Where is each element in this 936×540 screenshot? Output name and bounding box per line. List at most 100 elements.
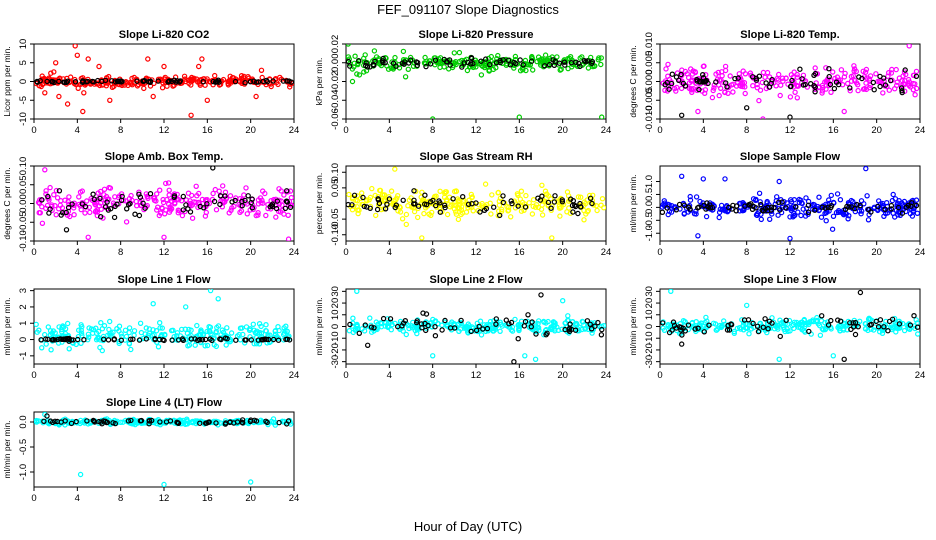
data-point: [35, 199, 42, 206]
panel-title: Slope Line 4 (LT) Flow: [106, 397, 222, 409]
data-point: [453, 61, 459, 68]
data-point: [414, 318, 420, 324]
data-point: [96, 63, 102, 70]
data-point: [665, 61, 671, 68]
data-point: [765, 326, 771, 332]
data-point: [178, 197, 185, 204]
data-point: [285, 236, 292, 241]
data-point: [219, 183, 226, 189]
data-point: [486, 68, 492, 74]
data-point: [121, 82, 128, 88]
data-point: [76, 194, 82, 200]
data-point: [442, 317, 448, 324]
data-point: [427, 61, 434, 67]
series-2: [346, 188, 595, 219]
data-point: [913, 317, 919, 323]
data-point: [802, 213, 809, 219]
data-point: [159, 84, 166, 91]
y-tick-label: 0.010: [644, 32, 655, 56]
x-tick-label: 4: [701, 247, 706, 258]
data-point: [690, 85, 697, 92]
data-point: [349, 66, 356, 72]
data-point: [465, 201, 472, 207]
data-point: [137, 320, 144, 326]
data-point: [536, 327, 542, 333]
data-point: [253, 418, 260, 424]
data-point: [138, 329, 145, 336]
data-point: [762, 74, 768, 81]
panel-title: Slope Li-820 Pressure: [419, 29, 534, 41]
data-point: [687, 193, 693, 200]
data-point: [101, 323, 108, 329]
data-point: [740, 68, 746, 74]
data-point: [696, 86, 702, 93]
data-point: [735, 75, 741, 81]
data-point: [263, 322, 269, 328]
data-point: [750, 320, 756, 327]
data-point: [730, 89, 736, 95]
data-point: [101, 192, 107, 198]
data-point: [577, 55, 583, 61]
data-point: [354, 289, 360, 294]
data-point: [282, 328, 288, 334]
data-point: [53, 211, 59, 218]
data-point: [725, 90, 731, 97]
data-point: [386, 196, 393, 202]
data-point: [85, 234, 91, 240]
data-point: [892, 196, 899, 202]
points: [660, 166, 920, 241]
data-point: [528, 58, 535, 64]
data-point: [441, 59, 447, 65]
data-point: [889, 316, 896, 322]
data-point: [760, 324, 767, 330]
data-point: [106, 326, 112, 333]
data-point: [681, 202, 688, 208]
data-point: [97, 213, 104, 220]
data-point: [888, 70, 895, 76]
x-tick-label: 24: [915, 247, 926, 258]
data-point: [49, 78, 56, 85]
data-point: [881, 324, 887, 330]
y-tick-label: 0.0: [18, 415, 29, 428]
y-tick-label: -0.05: [18, 211, 29, 233]
data-point: [479, 200, 485, 207]
data-point: [267, 203, 273, 210]
data-point: [828, 89, 834, 96]
data-point: [118, 79, 124, 85]
data-point: [783, 75, 789, 82]
x-tick-label: 8: [118, 125, 123, 136]
data-point: [910, 207, 917, 214]
data-point: [584, 318, 591, 324]
data-point: [432, 324, 438, 330]
data-point: [258, 67, 265, 74]
data-point: [692, 326, 698, 332]
x-tick-label: 0: [31, 370, 36, 381]
data-point: [284, 188, 290, 194]
data-point: [718, 85, 724, 92]
data-point: [469, 200, 475, 207]
data-point: [497, 328, 503, 334]
data-point: [762, 205, 769, 212]
data-point: [742, 90, 748, 97]
data-point: [180, 337, 186, 343]
data-point: [713, 71, 719, 77]
data-point: [451, 206, 458, 212]
data-point: [661, 198, 668, 204]
panel-title: Slope Amb. Box Temp.: [105, 151, 224, 163]
data-point: [487, 61, 493, 68]
data-point: [188, 112, 194, 119]
data-point: [128, 346, 134, 353]
data-point: [373, 212, 379, 219]
data-point: [422, 192, 428, 198]
series-2: [39, 166, 294, 233]
data-point: [131, 328, 138, 334]
data-point: [393, 202, 399, 208]
series-2: [34, 77, 294, 86]
data-point: [493, 321, 499, 327]
data-point: [141, 85, 147, 92]
y-axis-label: ml/min per min.: [314, 297, 324, 355]
y-tick-label: 0.5: [644, 188, 655, 201]
data-point: [724, 327, 731, 333]
y-tick-label: 1: [18, 321, 29, 326]
